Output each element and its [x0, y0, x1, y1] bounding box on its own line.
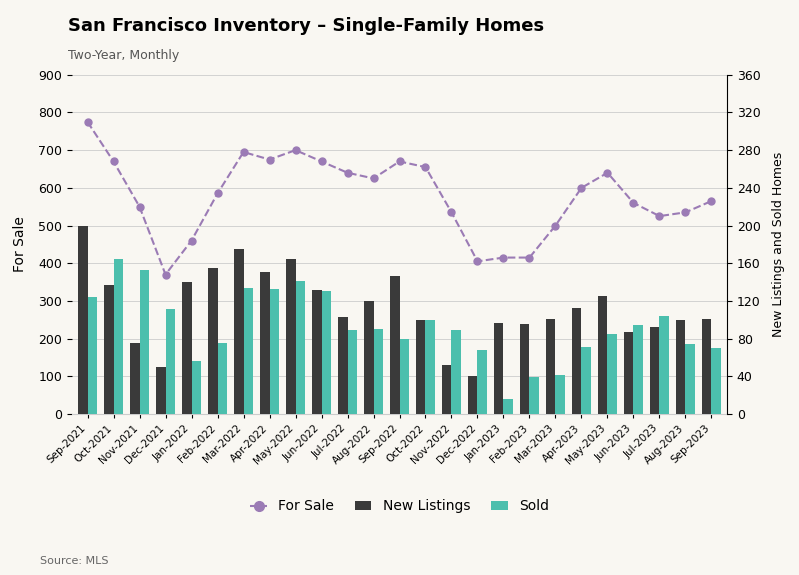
For Sale	[135, 203, 145, 210]
Bar	[339, 317, 348, 414]
Bar	[113, 259, 122, 414]
Bar	[478, 350, 487, 414]
Bar	[400, 339, 408, 414]
Bar	[634, 325, 642, 414]
For Sale	[291, 147, 300, 154]
For Sale	[525, 254, 535, 261]
Bar	[572, 308, 582, 414]
Bar	[165, 309, 175, 414]
For Sale	[343, 169, 352, 176]
Bar	[321, 292, 331, 414]
Legend: For Sale, New Listings, Sold: For Sale, New Listings, Sold	[244, 494, 555, 519]
Bar	[348, 330, 356, 414]
Bar	[686, 344, 694, 414]
Bar	[260, 272, 269, 414]
Bar	[244, 288, 252, 414]
For Sale	[499, 254, 508, 261]
Bar	[78, 225, 88, 414]
Bar	[659, 316, 669, 414]
Text: San Francisco Inventory – Single-Family Homes: San Francisco Inventory – Single-Family …	[68, 17, 544, 35]
Bar	[582, 347, 590, 414]
Bar	[520, 324, 530, 414]
Bar	[373, 329, 383, 414]
For Sale	[577, 185, 586, 191]
Bar	[555, 375, 565, 414]
Bar	[677, 320, 686, 414]
For Sale	[473, 258, 483, 264]
Bar	[711, 348, 721, 414]
Y-axis label: New Listings and Sold Homes: New Listings and Sold Homes	[772, 152, 785, 337]
Bar	[503, 399, 513, 414]
Bar	[296, 281, 304, 414]
Bar	[624, 332, 634, 414]
Bar	[209, 268, 217, 414]
Line: For Sale: For Sale	[84, 118, 715, 278]
For Sale	[213, 190, 222, 197]
Bar	[650, 327, 659, 414]
Bar	[182, 282, 192, 414]
For Sale	[681, 209, 690, 216]
For Sale	[654, 213, 664, 220]
Bar	[105, 285, 113, 414]
Bar	[88, 297, 97, 414]
Text: Two-Year, Monthly: Two-Year, Monthly	[68, 49, 179, 62]
Bar	[547, 319, 555, 414]
Y-axis label: For Sale: For Sale	[13, 216, 27, 273]
Bar	[443, 365, 451, 414]
For Sale	[264, 156, 274, 163]
For Sale	[447, 209, 456, 216]
Bar	[391, 277, 400, 414]
For Sale	[239, 148, 248, 155]
For Sale	[602, 169, 612, 176]
Bar	[364, 301, 373, 414]
Bar	[607, 334, 617, 414]
For Sale	[161, 271, 170, 278]
Bar	[269, 289, 279, 414]
For Sale	[629, 200, 638, 206]
For Sale	[187, 237, 197, 244]
For Sale	[551, 222, 560, 229]
For Sale	[706, 198, 716, 205]
For Sale	[109, 158, 118, 165]
Bar	[286, 259, 296, 414]
Bar	[140, 270, 149, 414]
Bar	[234, 249, 244, 414]
Bar	[598, 296, 607, 414]
Bar	[312, 290, 321, 414]
For Sale	[368, 175, 378, 182]
Bar	[157, 367, 165, 414]
Bar	[192, 361, 201, 414]
Bar	[530, 377, 539, 414]
For Sale	[83, 118, 93, 125]
For Sale	[421, 164, 431, 171]
Text: Source: MLS: Source: MLS	[40, 557, 109, 566]
Bar	[495, 323, 503, 414]
Bar	[426, 320, 435, 414]
Bar	[130, 343, 140, 414]
Bar	[217, 343, 227, 414]
Bar	[468, 376, 478, 414]
For Sale	[395, 158, 404, 165]
Bar	[416, 320, 426, 414]
Bar	[451, 330, 460, 414]
Bar	[702, 319, 711, 414]
For Sale	[316, 158, 326, 165]
